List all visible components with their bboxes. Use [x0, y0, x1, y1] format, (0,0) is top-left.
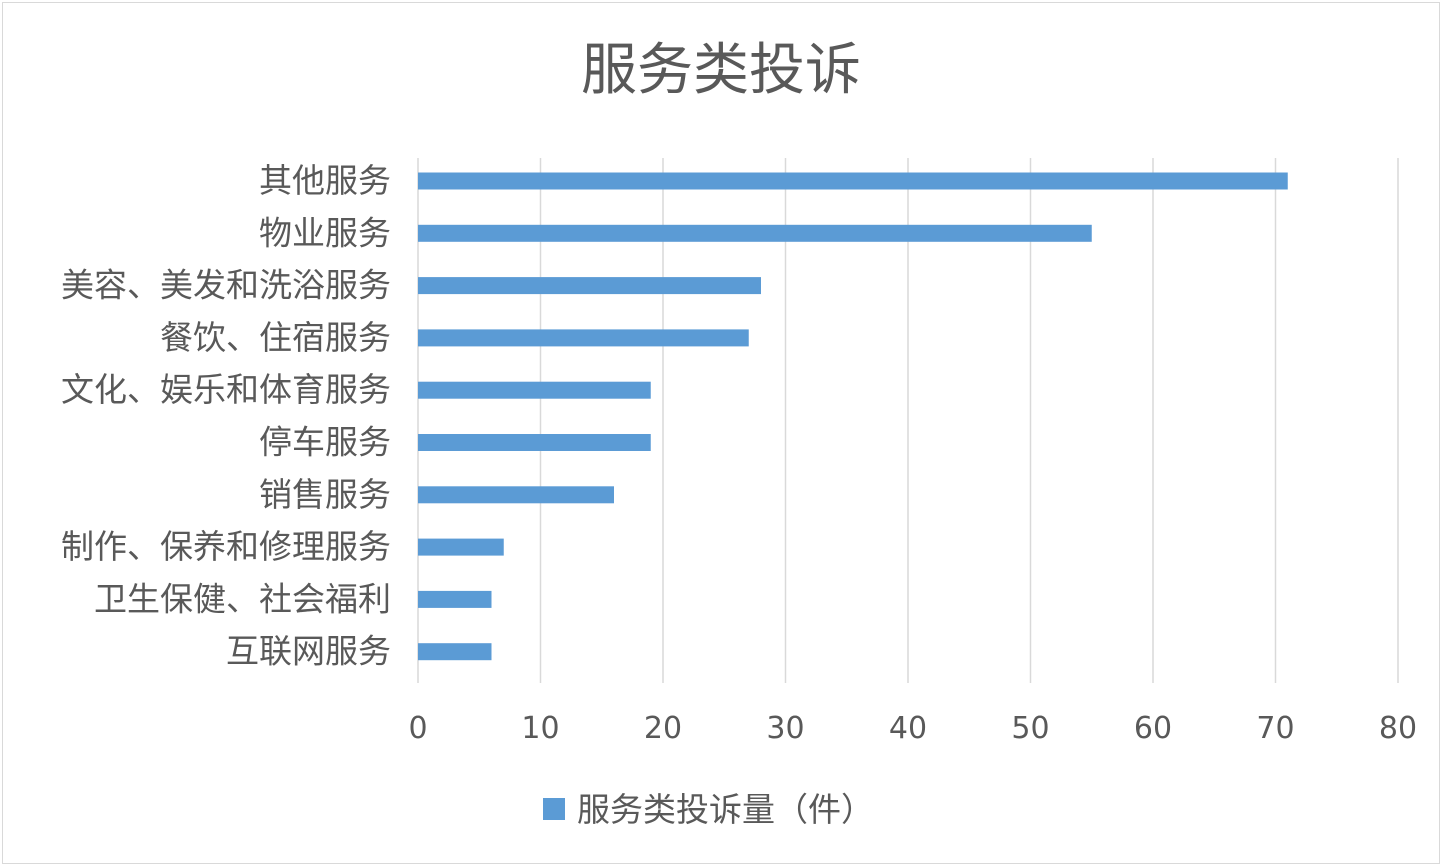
- x-tick-label: 20: [644, 711, 682, 746]
- category-label: 停车服务: [259, 423, 391, 462]
- x-tick-label: 10: [521, 711, 559, 746]
- bar: [418, 434, 651, 451]
- bar: [418, 643, 492, 661]
- legend-label: 服务类投诉量（件）: [577, 790, 874, 829]
- bar: [418, 538, 504, 556]
- category-label: 销售服务: [259, 475, 391, 514]
- x-tick-label: 80: [1379, 711, 1417, 746]
- legend-swatch: [543, 798, 565, 820]
- category-label: 制作、保养和修理服务: [61, 527, 391, 566]
- x-tick-label: 0: [408, 711, 427, 746]
- bar: [418, 381, 651, 399]
- x-tick-label: 40: [889, 711, 927, 746]
- x-tick-label: 70: [1256, 711, 1294, 746]
- category-labels: 其他服务物业服务美容、美发和洗浴服务餐饮、住宿服务文化、娱乐和体育服务停车服务销…: [61, 161, 391, 671]
- category-label: 文化、娱乐和体育服务: [61, 370, 391, 409]
- legend: 服务类投诉量（件）: [543, 790, 874, 829]
- bar: [418, 172, 1288, 190]
- bar: [418, 224, 1092, 242]
- x-tick-label: 30: [766, 711, 804, 746]
- bar: [418, 486, 614, 504]
- category-label: 其他服务: [259, 161, 391, 200]
- x-tick-labels: 0 10 20 30 40 50 60 70 80: [408, 711, 1417, 746]
- gridlines: [417, 158, 1399, 683]
- x-tick-label: 50: [1011, 711, 1049, 746]
- bar: [418, 590, 492, 608]
- category-label: 互联网服务: [226, 632, 391, 671]
- bar: [418, 277, 761, 295]
- chart-title: 服务类投诉: [581, 38, 861, 103]
- category-label: 物业服务: [259, 213, 391, 252]
- chart-svg: 服务类投诉 其他服务物业服务美容、美发和洗浴服务餐饮、住宿服务文化、娱乐和体育服…: [61, 38, 1417, 829]
- bars: [418, 172, 1288, 661]
- x-tick-label: 60: [1134, 711, 1172, 746]
- category-label: 美容、美发和洗浴服务: [61, 266, 391, 305]
- category-label: 餐饮、住宿服务: [160, 318, 391, 357]
- category-label: 卫生保健、社会福利: [94, 579, 391, 618]
- bar: [418, 329, 749, 347]
